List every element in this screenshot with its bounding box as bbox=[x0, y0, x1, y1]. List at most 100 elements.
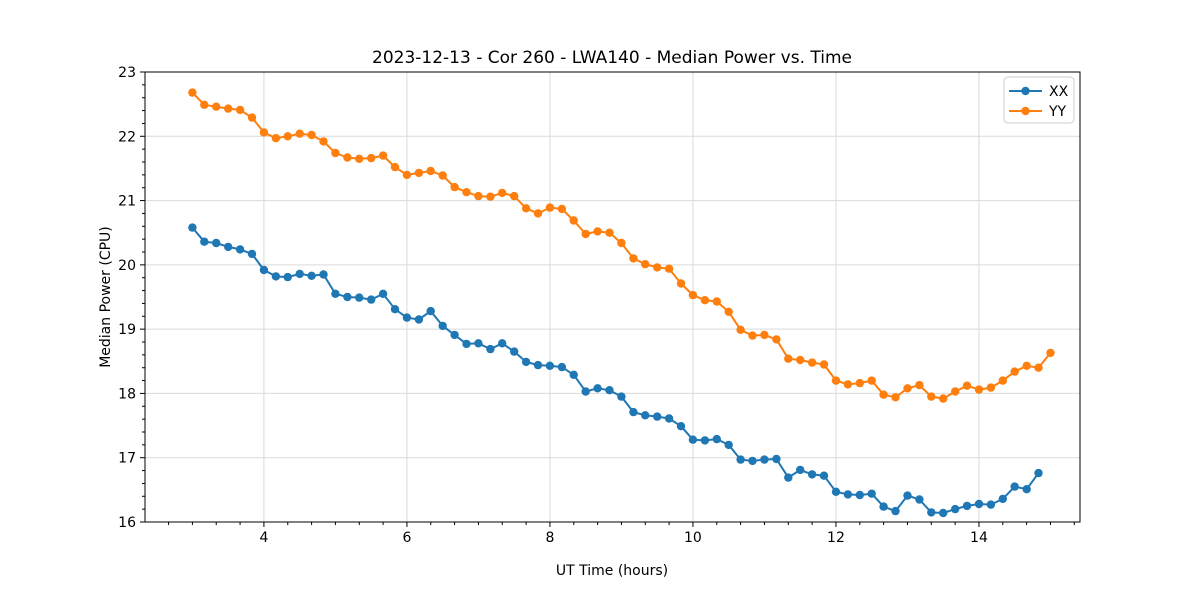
data-point-xx bbox=[1010, 482, 1019, 491]
data-point-xx bbox=[581, 387, 590, 396]
data-point-xx bbox=[796, 465, 805, 475]
x-axis-label: UT Time (hours) bbox=[556, 563, 668, 579]
data-point-xx bbox=[879, 502, 888, 511]
data-point-xx bbox=[986, 500, 996, 509]
data-point-yy bbox=[557, 204, 567, 214]
data-point-xx bbox=[319, 270, 328, 279]
data-point-xx bbox=[736, 455, 745, 464]
data-point-xx bbox=[724, 440, 733, 450]
x-tick-label: 12 bbox=[827, 530, 845, 546]
data-point-yy bbox=[307, 130, 316, 140]
data-series bbox=[188, 88, 1055, 518]
data-point-yy bbox=[962, 381, 972, 390]
y-axis-label: Median Power (CPU) bbox=[98, 226, 114, 368]
data-point-yy bbox=[772, 335, 781, 344]
legend-label-xx: XX bbox=[1049, 84, 1069, 100]
plot-frame bbox=[144, 71, 1081, 523]
y-tick-label: 16 bbox=[118, 515, 136, 531]
data-point-xx bbox=[438, 321, 447, 331]
data-point-xx bbox=[748, 456, 757, 466]
data-point-yy bbox=[498, 188, 507, 198]
data-point-yy bbox=[1034, 363, 1043, 372]
data-point-xx bbox=[426, 306, 435, 316]
legend-item-yy: YY bbox=[1009, 104, 1067, 120]
data-point-yy bbox=[748, 331, 757, 340]
data-point-yy bbox=[653, 263, 662, 272]
data-point-yy bbox=[343, 153, 352, 162]
data-point-yy bbox=[807, 358, 817, 367]
data-point-xx bbox=[915, 495, 924, 504]
data-point-xx bbox=[521, 357, 531, 367]
data-point-xx bbox=[259, 265, 269, 275]
data-point-xx bbox=[772, 454, 781, 464]
data-point-yy bbox=[533, 209, 543, 218]
legend-item-xx: XX bbox=[1009, 84, 1069, 100]
data-point-yy bbox=[986, 383, 996, 392]
y-tick-label: 20 bbox=[118, 258, 136, 274]
x-tick-label: 10 bbox=[684, 530, 702, 546]
data-point-yy bbox=[843, 380, 853, 389]
data-point-yy bbox=[867, 376, 876, 385]
legend-label-yy: YY bbox=[1048, 104, 1067, 120]
data-point-xx bbox=[939, 508, 948, 518]
data-point-xx bbox=[593, 384, 602, 393]
data-point-yy bbox=[450, 182, 459, 192]
data-point-xx bbox=[545, 361, 555, 370]
legend: XX YY bbox=[1003, 76, 1075, 124]
data-point-xx bbox=[867, 489, 876, 498]
data-point-xx bbox=[688, 435, 698, 444]
data-point-yy bbox=[235, 105, 245, 115]
data-point-yy bbox=[915, 380, 924, 390]
data-point-yy bbox=[1022, 361, 1031, 370]
data-point-yy bbox=[712, 297, 721, 306]
y-tick-label: 19 bbox=[118, 322, 136, 338]
data-point-yy bbox=[462, 188, 471, 197]
data-point-xx bbox=[247, 249, 257, 259]
data-point-yy bbox=[367, 153, 376, 163]
data-point-xx bbox=[212, 238, 221, 248]
data-point-yy bbox=[581, 229, 590, 239]
data-point-yy bbox=[688, 290, 698, 300]
legend-marker-xx bbox=[1021, 86, 1030, 96]
data-point-yy bbox=[545, 203, 555, 212]
data-point-xx bbox=[617, 392, 626, 401]
data-point-yy bbox=[271, 134, 281, 143]
data-point-xx bbox=[283, 272, 292, 282]
data-point-yy bbox=[1010, 367, 1019, 376]
data-point-xx bbox=[1034, 468, 1043, 478]
chart-title: 2023-12-13 - Cor 260 - LWA140 - Median P… bbox=[372, 48, 852, 68]
data-point-xx bbox=[998, 494, 1007, 504]
data-point-yy bbox=[259, 128, 269, 137]
data-point-yy bbox=[521, 204, 531, 213]
data-point-yy bbox=[760, 330, 769, 340]
data-point-yy bbox=[402, 170, 412, 180]
data-point-yy bbox=[819, 360, 829, 369]
data-point-xx bbox=[224, 242, 233, 252]
data-point-yy bbox=[629, 254, 638, 263]
data-point-xx bbox=[235, 245, 245, 254]
data-point-yy bbox=[510, 191, 519, 201]
data-point-xx bbox=[450, 330, 459, 340]
y-tick-label: 23 bbox=[118, 65, 136, 81]
y-tick-label: 18 bbox=[118, 386, 136, 402]
data-point-xx bbox=[331, 289, 340, 298]
data-point-xx bbox=[974, 499, 984, 509]
data-point-xx bbox=[355, 293, 364, 302]
data-point-xx bbox=[462, 339, 471, 349]
data-point-xx bbox=[760, 455, 769, 464]
data-point-xx bbox=[807, 470, 817, 479]
data-point-yy bbox=[438, 171, 447, 180]
data-point-yy bbox=[784, 354, 793, 363]
data-point-yy bbox=[664, 264, 674, 273]
data-point-xx bbox=[700, 436, 710, 445]
data-point-yy bbox=[700, 296, 710, 305]
data-point-yy bbox=[414, 168, 424, 178]
data-point-xx bbox=[569, 370, 578, 379]
data-point-yy bbox=[212, 102, 221, 111]
data-point-xx bbox=[390, 305, 400, 314]
data-point-yy bbox=[355, 154, 364, 163]
data-point-xx bbox=[629, 407, 638, 417]
data-point-xx bbox=[271, 272, 281, 281]
data-point-yy bbox=[641, 260, 650, 269]
